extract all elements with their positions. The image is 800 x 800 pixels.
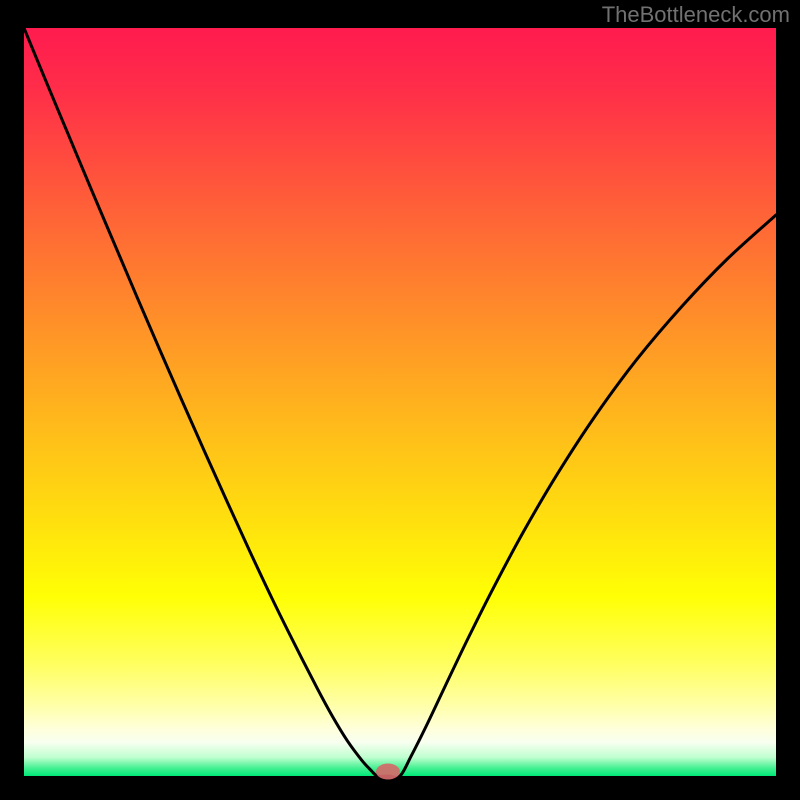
bottleneck-plot [0, 0, 800, 800]
watermark-text: TheBottleneck.com [602, 2, 790, 28]
plot-background [24, 28, 776, 776]
figure-frame: TheBottleneck.com [0, 0, 800, 800]
optimum-marker [376, 764, 400, 780]
